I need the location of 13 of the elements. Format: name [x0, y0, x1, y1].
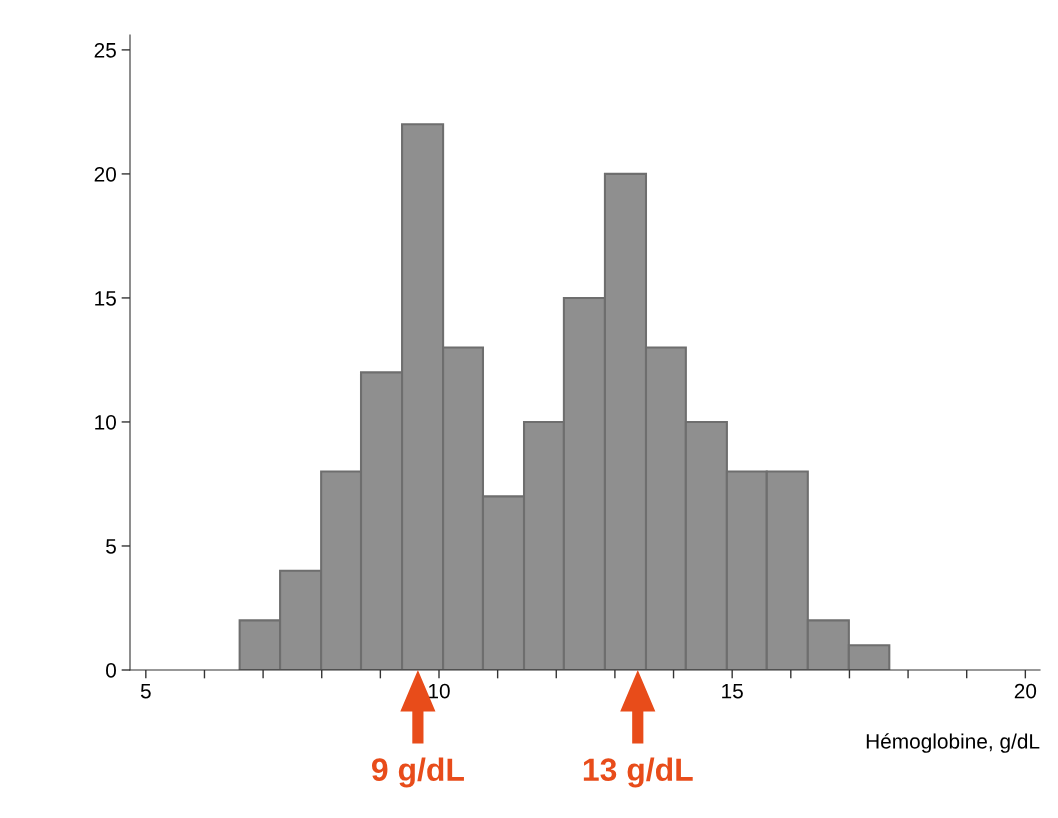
- y-tick-label: 10: [95, 414, 116, 430]
- x-tick-label: 15: [722, 683, 743, 699]
- x-tick-label: 5: [140, 683, 151, 699]
- y-tick-label: 0: [106, 663, 116, 678]
- annotation: 9 g/dL: [371, 757, 464, 788]
- annotation: 13 g/dL: [583, 757, 693, 788]
- y-tick-label: 20: [94, 166, 116, 182]
- y-tick-label: 25: [94, 42, 116, 58]
- y-tick-label: 5: [106, 539, 116, 554]
- x-tick-label: 10: [429, 683, 450, 699]
- x-tick-label: 20: [1014, 683, 1037, 699]
- y-tick-label: 15: [95, 291, 116, 306]
- x-axis-title: Hémoglobine, g/dL: [866, 733, 1040, 753]
